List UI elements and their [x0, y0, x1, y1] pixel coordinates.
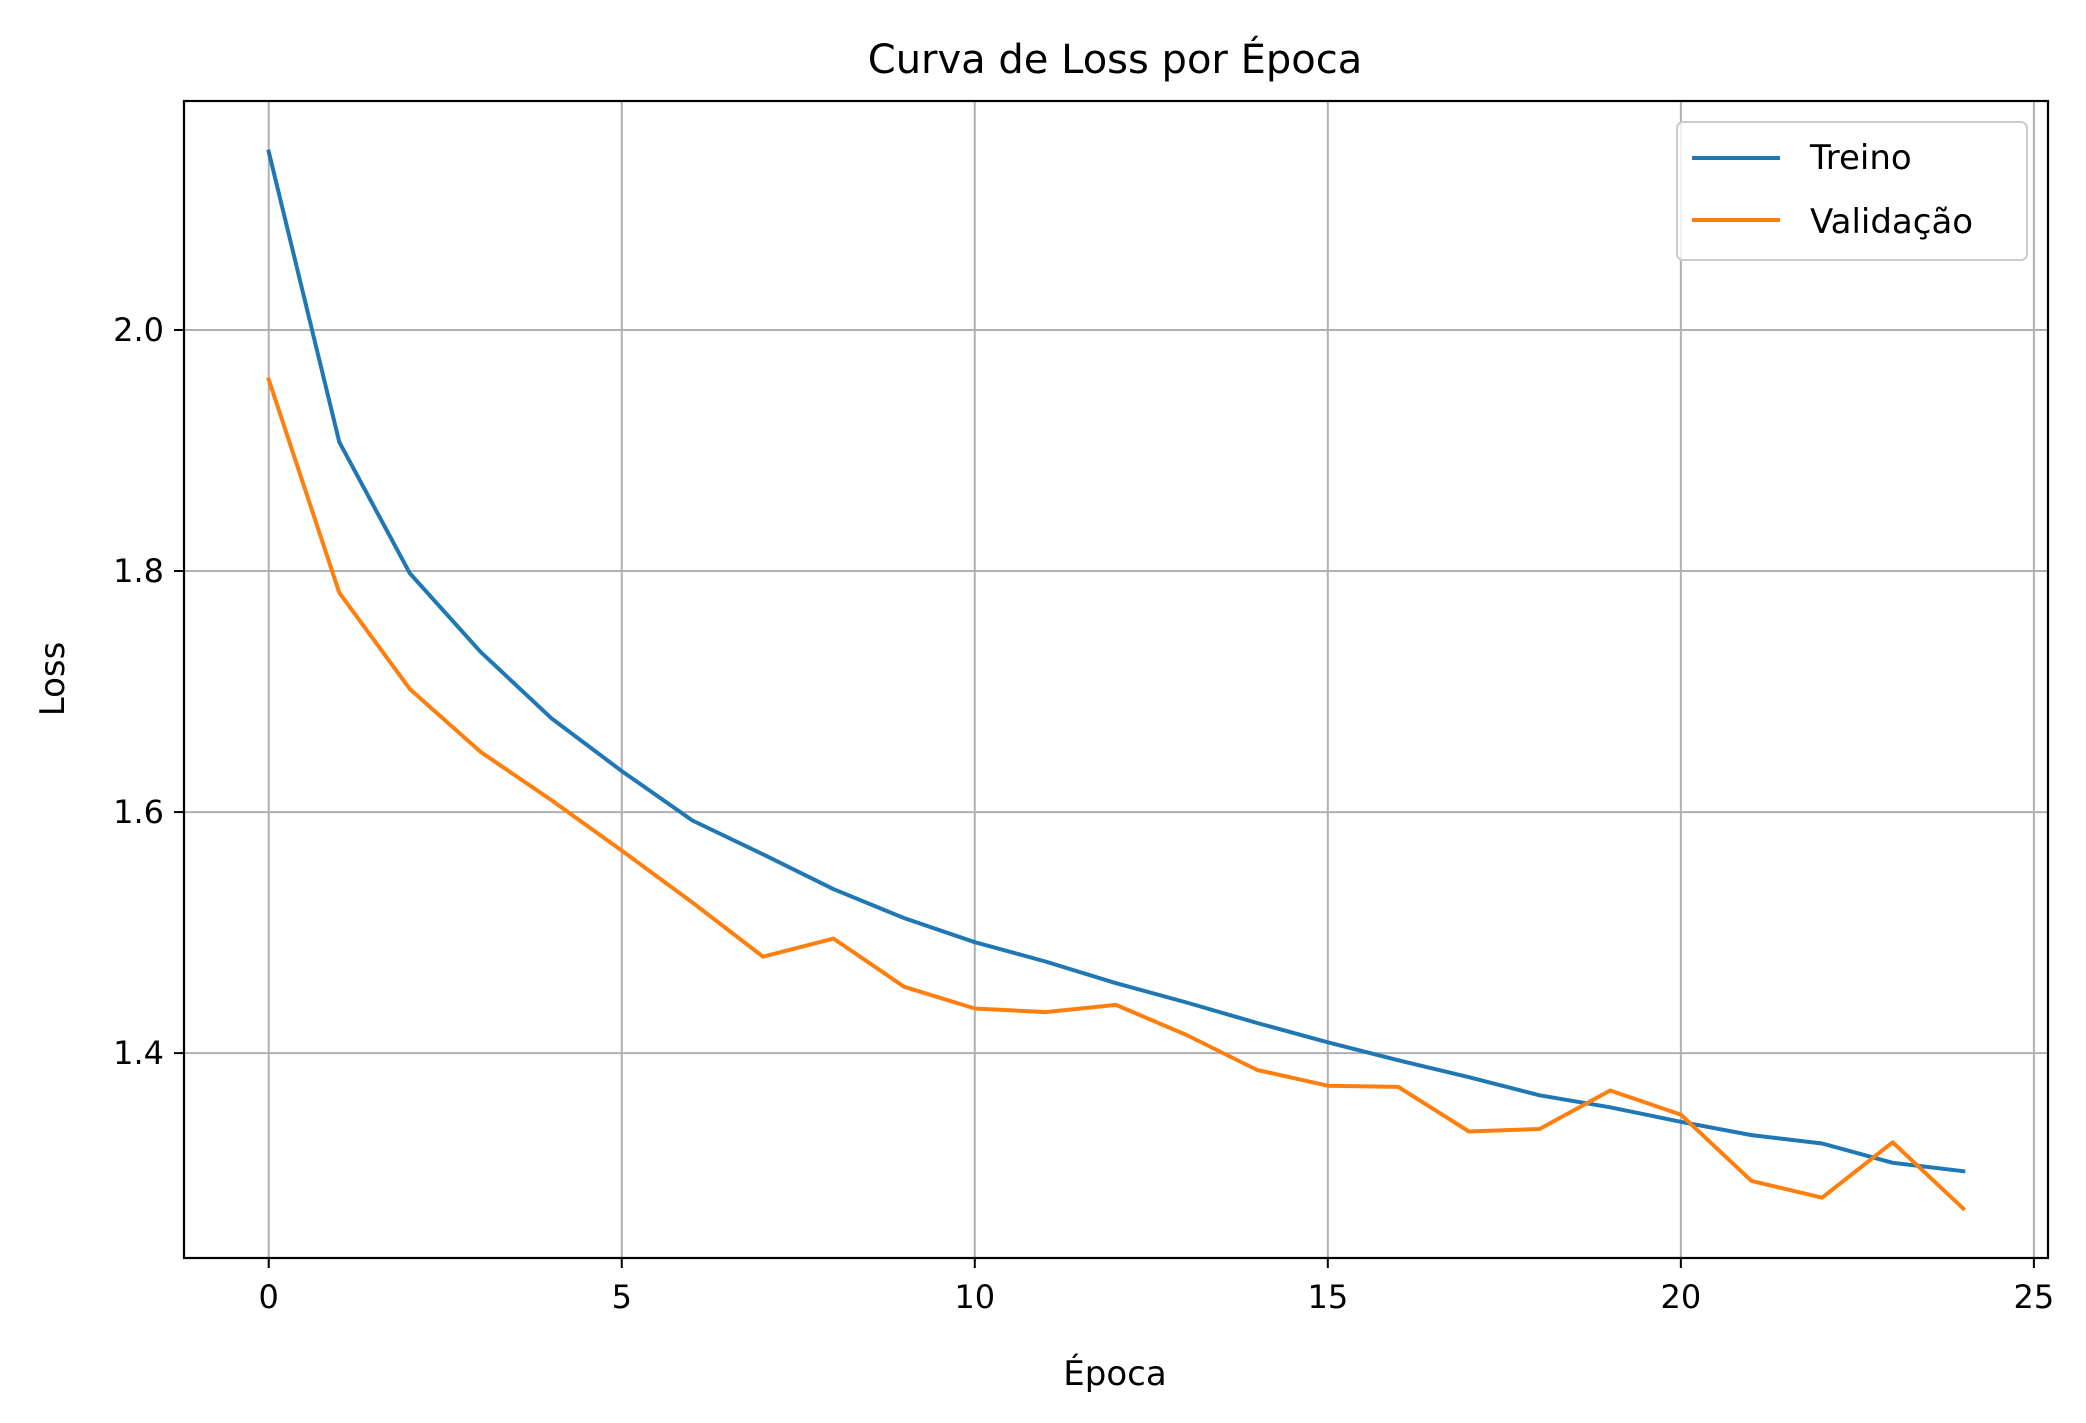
- legend-label-treino: Treino: [1809, 138, 1912, 178]
- y-tick-label: 1.8: [113, 552, 164, 590]
- axis-ticks: 0 5 10 15 20 25 1.4 1.6 1.8 2.0: [113, 311, 2054, 1316]
- y-tick-label: 2.0: [113, 311, 164, 349]
- series-line-validacao: [266, 376, 1967, 1212]
- chart-title: Curva de Loss por Época: [868, 35, 1362, 83]
- x-tick-label: 15: [1307, 1278, 1348, 1316]
- x-tick-label: 0: [259, 1278, 279, 1316]
- x-tick-label: 5: [612, 1278, 632, 1316]
- x-tick-label: 20: [1660, 1278, 1701, 1316]
- y-tick-label: 1.6: [113, 793, 164, 831]
- y-tick-label: 1.4: [113, 1034, 164, 1072]
- legend-label-validacao: Validação: [1810, 202, 1973, 242]
- plot-frame: [182, 99, 2050, 1260]
- y-axis-label: Loss: [33, 642, 73, 717]
- legend: Treino Validação: [1676, 121, 2028, 261]
- series-line-treino: [266, 149, 1966, 1174]
- series-lines: [266, 149, 1967, 1212]
- x-axis-label: Época: [1063, 1353, 1166, 1394]
- x-tick-label: 25: [2014, 1278, 2055, 1316]
- x-tick-label: 10: [954, 1278, 995, 1316]
- grid: [184, 101, 2048, 1258]
